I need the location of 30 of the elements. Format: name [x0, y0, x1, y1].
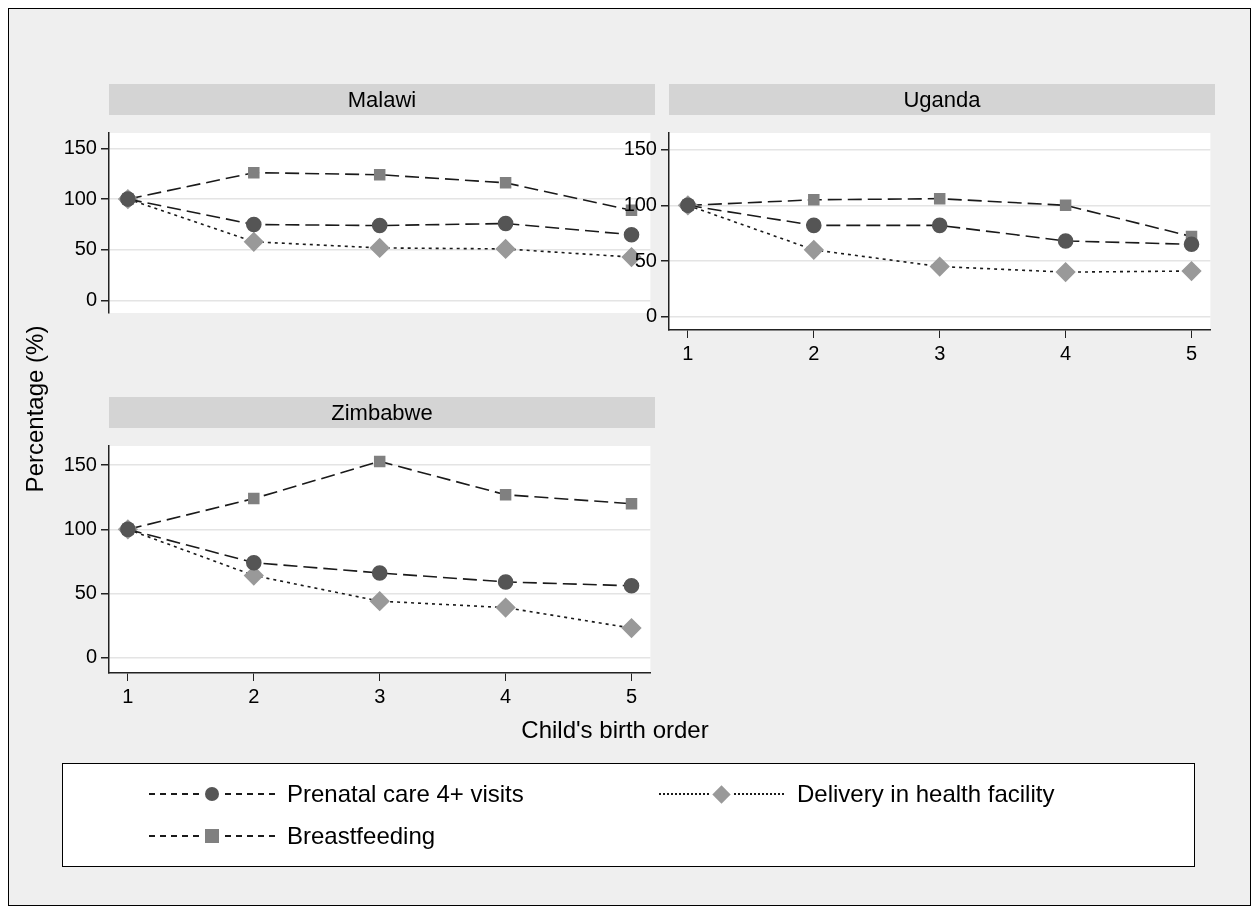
y-tick-label: 150	[63, 135, 97, 158]
y-axis-title: Percentage (%)	[21, 325, 49, 493]
chart-title: Uganda	[669, 84, 1215, 115]
legend-label: Breastfeeding	[287, 822, 436, 850]
x-tick-label: 1	[122, 684, 134, 707]
y-tick-label: 100	[63, 516, 97, 539]
y-tick-label: 50	[634, 248, 657, 271]
x-axis-title: Child's birth order	[521, 716, 709, 744]
x-tick-label: 5	[625, 684, 638, 707]
y-tick-label: 150	[63, 452, 97, 475]
x-tick-label: 1	[682, 341, 694, 364]
x-tick-label: 3	[374, 684, 386, 707]
legend-label: Delivery in health facility	[797, 780, 1055, 808]
chart-title: Malawi	[109, 84, 655, 115]
y-tick-label: 100	[623, 192, 657, 215]
x-tick-label: 3	[934, 341, 946, 364]
x-tick-label: 2	[808, 341, 820, 364]
y-tick-label: 0	[645, 304, 657, 327]
x-tick-label: 4	[1060, 341, 1072, 364]
x-tick-label: 5	[1185, 341, 1198, 364]
y-tick-label: 0	[85, 645, 97, 668]
chart-title: Zimbabwe	[109, 397, 655, 428]
legend-label: Prenatal care 4+ visits	[287, 780, 524, 808]
y-tick-label: 150	[623, 137, 657, 160]
x-tick-label: 4	[500, 684, 512, 707]
y-tick-label: 50	[74, 581, 97, 603]
y-tick-label: 50	[74, 237, 97, 260]
y-tick-label: 0	[85, 288, 97, 311]
x-tick-label: 2	[248, 684, 260, 707]
y-tick-label: 100	[63, 186, 97, 209]
